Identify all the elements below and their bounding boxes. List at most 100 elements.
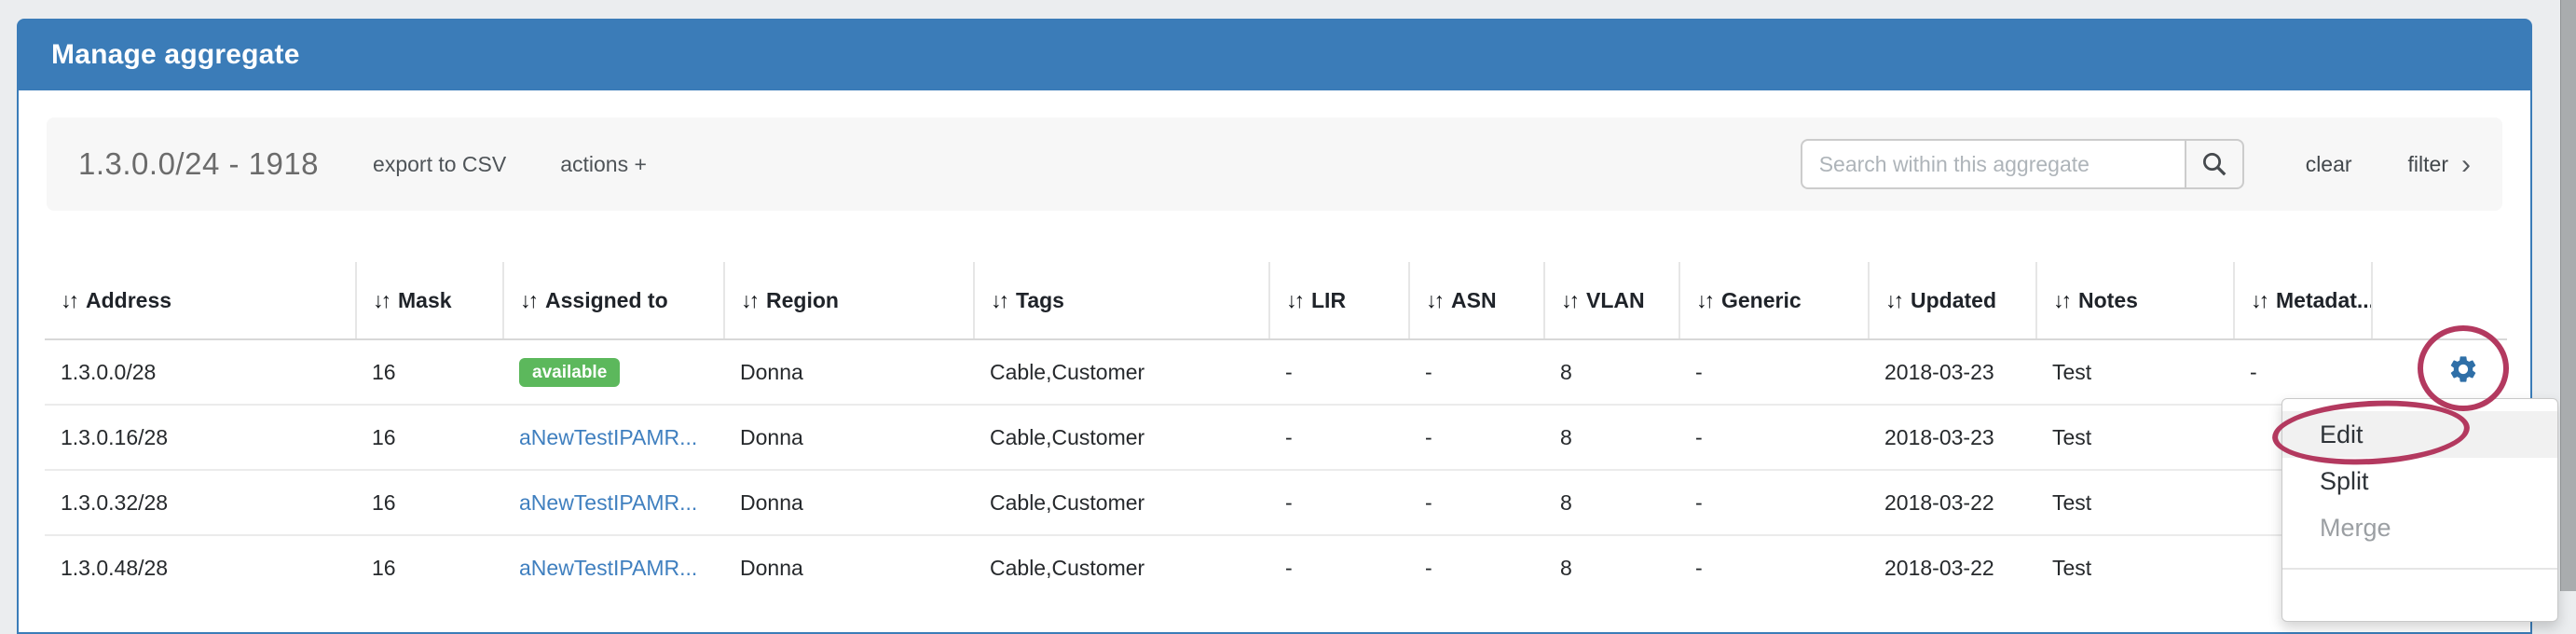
column-header-lir[interactable]: ↓↑ LIR [1268, 262, 1409, 340]
cell-metadata: - [2234, 339, 2372, 406]
table-row: 1.3.0.0/28 16 available Donna Cable,Cust… [45, 339, 2507, 406]
menu-item-split[interactable]: Split [2320, 466, 2369, 495]
menu-item-merge: Merge [2320, 513, 2391, 542]
column-header-address[interactable]: ↓↑ Address [45, 262, 356, 340]
cell-mask: 16 [372, 555, 396, 580]
filter-toggle-button[interactable]: filter › [2407, 148, 2471, 180]
cell-generic: - [1679, 470, 1869, 536]
sort-icon: ↓↑ [520, 287, 539, 312]
column-header-vlan[interactable]: ↓↑ VLAN [1543, 262, 1679, 340]
search-group [1800, 139, 2244, 189]
cell-lir: - [1269, 339, 1409, 406]
row-actions-menu: Edit Split Merge [2281, 398, 2558, 622]
search-icon [2202, 153, 2227, 176]
cell-mask: 16 [356, 470, 503, 536]
sort-icon: ↓↑ [741, 287, 760, 312]
cell-updated: 2018-03-22 [1869, 470, 2036, 536]
scrollbar[interactable] [2560, 0, 2576, 591]
gear-icon[interactable] [2447, 353, 2479, 385]
sort-icon: ↓↑ [1696, 287, 1715, 312]
aggregate-table: ↓↑ Address ↓↑ Mask ↓↑ Assigned to ↓↑ Region … [45, 262, 2507, 600]
filter-label: filter [2407, 151, 2448, 176]
table-row: 1.3.0.48/28 16 aNewTestIPAMR... Donna Ca… [45, 535, 2507, 600]
sort-icon: ↓↑ [1885, 287, 1904, 312]
cell-updated: 2018-03-23 [1869, 405, 2036, 471]
menu-divider [2282, 568, 2557, 570]
sort-icon: ↓↑ [373, 287, 391, 312]
menu-item-edit[interactable]: Edit [2282, 411, 2557, 458]
cell-row-actions [2372, 339, 2507, 406]
column-header-region[interactable]: ↓↑ Region [723, 262, 974, 340]
cell-notes: Test [2036, 470, 2234, 536]
cell-address: 1.3.0.0/28 [45, 339, 356, 406]
cell-assigned-to: aNewTestIPAMR... [503, 405, 724, 471]
cell-region: Donna [724, 339, 974, 406]
clear-search-button[interactable]: clear [2305, 151, 2352, 176]
cell-region: Donna [724, 470, 974, 536]
table-header-row: ↓↑ Address ↓↑ Mask ↓↑ Assigned to ↓↑ Region … [45, 262, 2507, 340]
aggregate-label: 1.3.0.0/24 - 1918 [78, 146, 320, 181]
sort-icon: ↓↑ [2053, 287, 2072, 312]
cell-asn: - [1425, 555, 1432, 580]
panel-header: Manage aggregate [18, 20, 2531, 90]
export-csv-button[interactable]: export to CSV [373, 151, 507, 176]
cell-notes: Test [2036, 405, 2234, 471]
chevron-right-icon: › [2461, 148, 2471, 180]
actions-dropdown-button[interactable]: actions + [560, 151, 647, 176]
aggregate-table-wrap: ↓↑ Address ↓↑ Mask ↓↑ Assigned to ↓↑ Region … [19, 262, 2530, 600]
cell-tags: Cable,Customer [974, 405, 1269, 471]
assigned-to-link[interactable]: aNewTestIPAMR... [519, 424, 698, 449]
cell-generic: - [1679, 405, 1869, 471]
table-row: 1.3.0.16/28 16 aNewTestIPAMR... Donna Ca… [45, 405, 2507, 471]
status-badge: available [519, 357, 621, 387]
cell-updated: 2018-03-22 [1884, 555, 1994, 580]
column-header-asn[interactable]: ↓↑ ASN [1408, 262, 1544, 340]
assigned-to-link[interactable]: aNewTestIPAMR... [519, 489, 698, 515]
cell-region: Donna [724, 405, 974, 471]
cell-assigned-to: available [503, 339, 724, 406]
cell-vlan: 8 [1544, 405, 1679, 471]
cell-asn: - [1409, 405, 1544, 471]
sort-icon: ↓↑ [1286, 287, 1305, 312]
cell-address: 1.3.0.48/28 [61, 555, 169, 580]
cell-mask: 16 [356, 405, 503, 471]
cell-assigned-to: aNewTestIPAMR... [503, 535, 724, 600]
cell-tags: Cable,Customer [974, 339, 1269, 406]
manage-aggregate-panel: Manage aggregate 1.3.0.0/24 - 1918 expor… [17, 19, 2532, 634]
column-header-actions [2371, 262, 2507, 340]
cell-asn: - [1409, 339, 1544, 406]
cell-vlan: 8 [1560, 555, 1572, 580]
sort-icon: ↓↑ [1561, 287, 1580, 312]
cell-vlan: 8 [1544, 470, 1679, 536]
sort-icon: ↓↑ [1426, 287, 1445, 312]
cell-asn: - [1409, 470, 1544, 536]
column-header-metadata[interactable]: ↓↑ Metadat... [2233, 262, 2372, 340]
page-title: Manage aggregate [51, 39, 300, 70]
cell-generic: - [1695, 555, 1703, 580]
column-header-assigned-to[interactable]: ↓↑ Assigned to [502, 262, 724, 340]
cell-region: Donna [740, 555, 803, 580]
column-header-mask[interactable]: ↓↑ Mask [355, 262, 503, 340]
cell-mask: 16 [356, 339, 503, 406]
aggregate-toolbar: 1.3.0.0/24 - 1918 export to CSV actions … [47, 117, 2502, 211]
cell-updated: 2018-03-23 [1869, 339, 2036, 406]
cell-address: 1.3.0.32/28 [45, 470, 356, 536]
cell-lir: - [1285, 555, 1293, 580]
sort-icon: ↓↑ [61, 287, 79, 312]
cell-tags: Cable,Customer [974, 470, 1269, 536]
assigned-to-link[interactable]: aNewTestIPAMR... [519, 555, 698, 580]
column-header-updated[interactable]: ↓↑ Updated [1868, 262, 2036, 340]
cell-lir: - [1269, 470, 1409, 536]
cell-notes: Test [2052, 555, 2092, 580]
cell-generic: - [1679, 339, 1869, 406]
sort-icon: ↓↑ [991, 287, 1009, 312]
cell-vlan: 8 [1544, 339, 1679, 406]
column-header-tags[interactable]: ↓↑ Tags [973, 262, 1269, 340]
column-header-generic[interactable]: ↓↑ Generic [1679, 262, 1869, 340]
search-input[interactable] [1800, 139, 2185, 189]
cell-lir: - [1269, 405, 1409, 471]
cell-tags: Cable,Customer [990, 555, 1145, 580]
cell-notes: Test [2036, 339, 2234, 406]
column-header-notes[interactable]: ↓↑ Notes [2035, 262, 2234, 340]
search-button[interactable] [2184, 139, 2244, 189]
